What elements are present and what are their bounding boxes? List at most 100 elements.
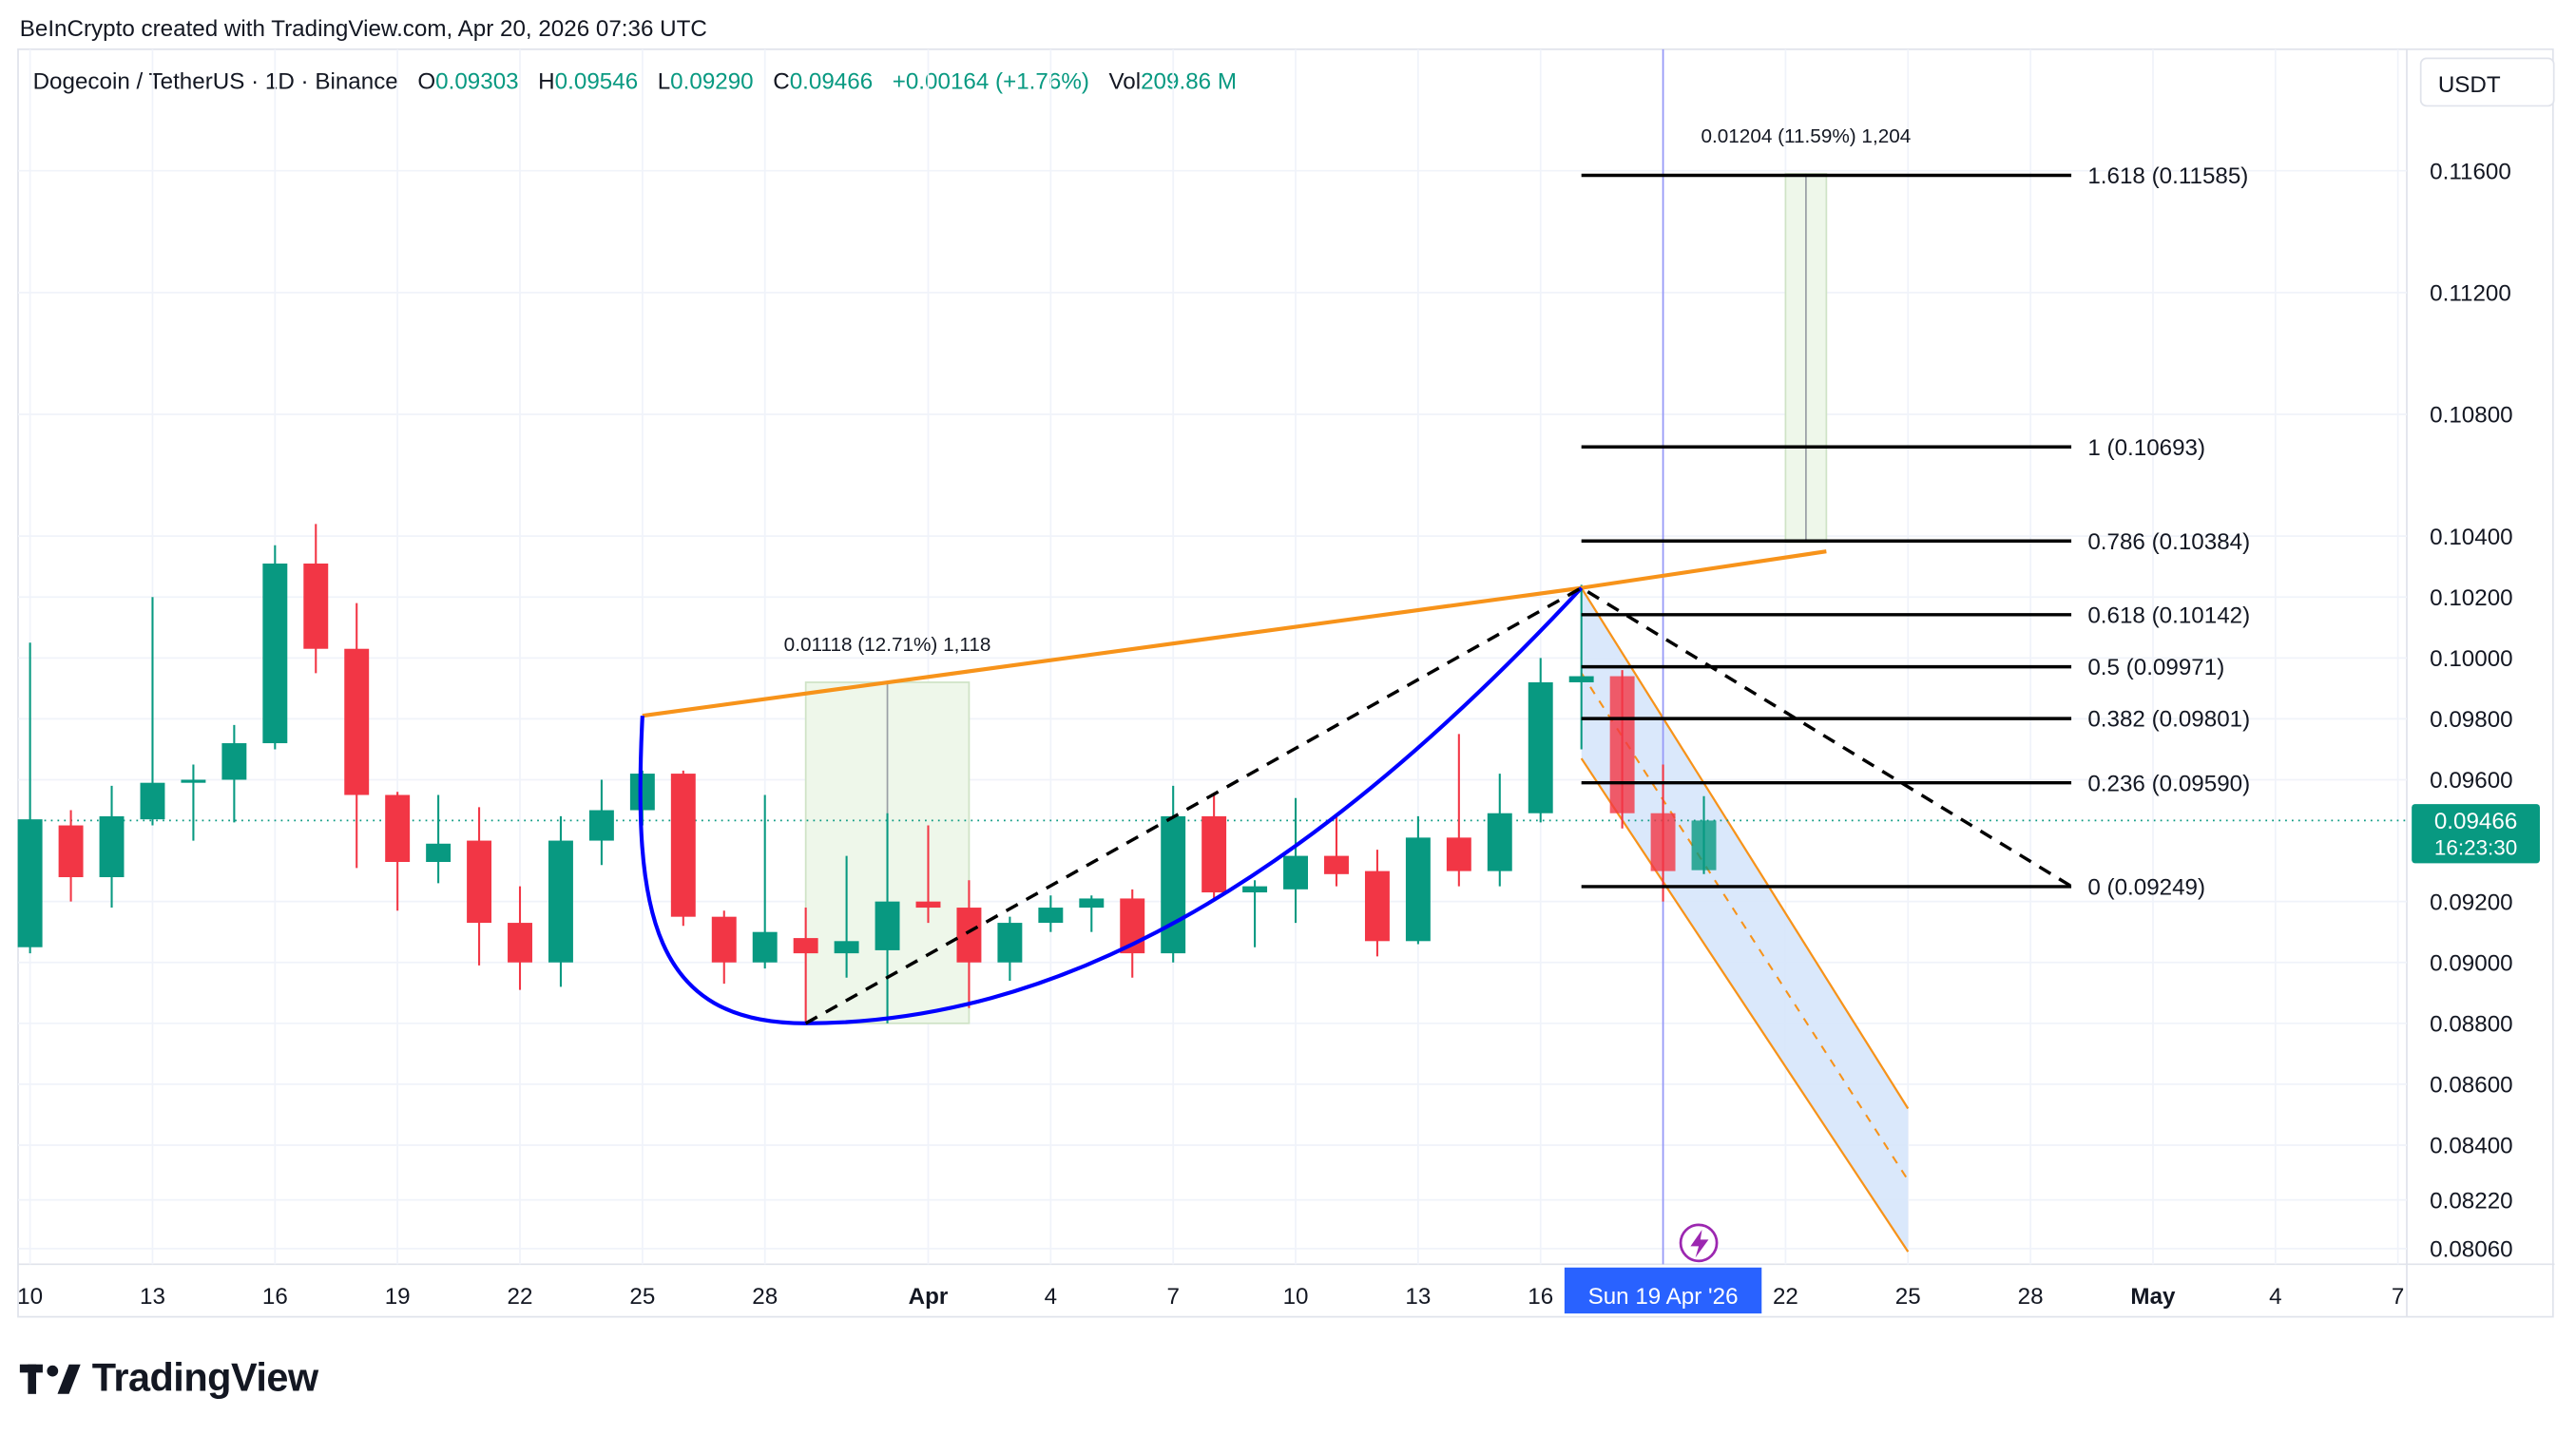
x-tick-label: 10 xyxy=(1283,1284,1309,1310)
y-tick-label: 0.11600 xyxy=(2430,159,2511,184)
candle-mar-14[interactable] xyxy=(181,764,206,841)
candle-apr-9[interactable] xyxy=(1242,880,1268,947)
candle-body xyxy=(1487,813,1512,871)
fib-level-label: 0 (0.09249) xyxy=(2087,875,2205,901)
candle-apr-8[interactable] xyxy=(1201,794,1227,902)
symbol-legend: Dogecoin / TetherUS · 1D · Binance O0.09… xyxy=(33,67,1237,94)
candle-body xyxy=(588,810,614,841)
candle-body xyxy=(508,923,532,963)
candle-mar-18[interactable] xyxy=(344,603,370,869)
high-value: 0.09546 xyxy=(554,67,639,94)
candle-body xyxy=(997,923,1023,963)
x-tick-label: 16 xyxy=(262,1284,288,1310)
candle-apr-5[interactable] xyxy=(1079,895,1105,932)
candle-apr-14[interactable] xyxy=(1446,734,1471,887)
candle-body xyxy=(711,916,737,963)
fib-level-label: 1 (0.10693) xyxy=(2087,435,2205,461)
candle-body xyxy=(221,743,247,780)
candle-mar-27[interactable] xyxy=(711,910,737,985)
candle-mar-13[interactable] xyxy=(140,597,165,826)
y-tick-label: 0.08800 xyxy=(2430,1011,2512,1037)
y-tick-label: 0.09800 xyxy=(2430,707,2512,733)
x-tick-label: 4 xyxy=(1045,1284,1057,1310)
candle-body xyxy=(1038,908,1064,924)
candle-apr-12[interactable] xyxy=(1364,850,1390,957)
low-value: 0.09290 xyxy=(670,67,754,94)
crosshair-time-label: Sun 19 Apr '26 xyxy=(1588,1284,1739,1310)
x-tick-label: 7 xyxy=(1166,1284,1179,1310)
x-tick-label: Apr xyxy=(909,1284,949,1310)
x-tick-label: 22 xyxy=(508,1284,533,1310)
candle-body xyxy=(58,825,84,878)
y-tick-label: 0.09600 xyxy=(2430,768,2512,794)
fib-level-label: 0.786 (0.10384) xyxy=(2087,529,2250,555)
candle-mar-10[interactable] xyxy=(17,642,43,954)
candle-body xyxy=(1405,837,1431,942)
symbol-name[interactable]: Dogecoin / TetherUS · 1D · Binance xyxy=(32,67,398,94)
candle-apr-19[interactable] xyxy=(1650,764,1676,902)
candle-mar-11[interactable] xyxy=(58,810,84,902)
candle-mar-30[interactable] xyxy=(834,855,859,978)
candle-apr-16[interactable] xyxy=(1528,658,1553,823)
candle-apr-1[interactable] xyxy=(915,825,941,924)
candle-body xyxy=(140,782,165,820)
low-label: L xyxy=(657,67,671,94)
chart-caption: BeInCrypto created with TradingView.com,… xyxy=(19,14,707,42)
candle-body xyxy=(1201,815,1227,893)
candle-apr-20[interactable] xyxy=(1691,795,1717,874)
chart-frame xyxy=(17,48,2554,1318)
candle-mar-23[interactable] xyxy=(548,815,573,987)
candle-mar-12[interactable] xyxy=(99,785,125,909)
candle-apr-11[interactable] xyxy=(1324,815,1349,887)
candle-mar-17[interactable] xyxy=(303,524,329,674)
x-tick-label: 25 xyxy=(1895,1284,1921,1310)
candle-mar-22[interactable] xyxy=(508,886,532,990)
candle-body xyxy=(548,840,573,963)
x-tick-label: 28 xyxy=(752,1284,778,1310)
candle-apr-13[interactable] xyxy=(1405,815,1431,945)
candle-mar-26[interactable] xyxy=(670,770,696,927)
candle-mar-24[interactable] xyxy=(588,779,614,866)
candle-body xyxy=(875,901,900,950)
candle-mar-21[interactable] xyxy=(467,807,492,966)
candle-apr-2[interactable] xyxy=(956,880,982,1008)
candle-mar-28[interactable] xyxy=(752,794,778,969)
y-tick-label: 0.08600 xyxy=(2430,1073,2512,1099)
candle-apr-4[interactable] xyxy=(1038,895,1064,932)
fib-level-label: 1.618 (0.11585) xyxy=(2087,163,2248,189)
candle-apr-18[interactable] xyxy=(1609,670,1635,829)
open-value: 0.09303 xyxy=(435,67,519,94)
candle-mar-20[interactable] xyxy=(426,794,452,884)
candle-body xyxy=(956,908,982,963)
currency-button[interactable]: USDT xyxy=(2419,57,2555,107)
candle-apr-3[interactable] xyxy=(997,916,1023,981)
candle-body xyxy=(629,774,655,811)
tradingview-logo-icon xyxy=(19,1364,81,1394)
candle-body xyxy=(426,843,452,862)
y-tick-label: 0.08060 xyxy=(2430,1237,2512,1263)
y-tick-label: 0.09000 xyxy=(2430,950,2512,976)
candle-mar-29[interactable] xyxy=(793,908,818,1024)
candle-mar-15[interactable] xyxy=(221,724,247,823)
x-tick-label: 7 xyxy=(2392,1284,2404,1310)
y-tick-label: 0.09200 xyxy=(2430,890,2512,915)
candle-mar-16[interactable] xyxy=(262,545,288,750)
candle-body xyxy=(467,840,492,924)
candle-mar-19[interactable] xyxy=(385,792,411,911)
candle-body xyxy=(1446,837,1471,871)
candle-apr-10[interactable] xyxy=(1283,797,1308,924)
x-tick-label: 13 xyxy=(140,1284,165,1310)
candle-mar-31[interactable] xyxy=(875,813,900,1024)
candle-apr-15[interactable] xyxy=(1487,774,1512,887)
tradingview-logo[interactable]: TradingView xyxy=(19,1356,318,1402)
candle-apr-7[interactable] xyxy=(1161,785,1186,963)
y-tick-label: 0.10000 xyxy=(2430,646,2512,672)
candle-body xyxy=(834,941,859,954)
close-value: 0.09466 xyxy=(789,67,874,94)
last-price-badge xyxy=(2412,804,2540,864)
lightning-bolt-icon xyxy=(1690,1230,1709,1258)
volume-label: Vol xyxy=(1108,67,1142,94)
projection-dashed-path xyxy=(804,585,2072,1025)
candle-apr-6[interactable] xyxy=(1120,889,1145,978)
